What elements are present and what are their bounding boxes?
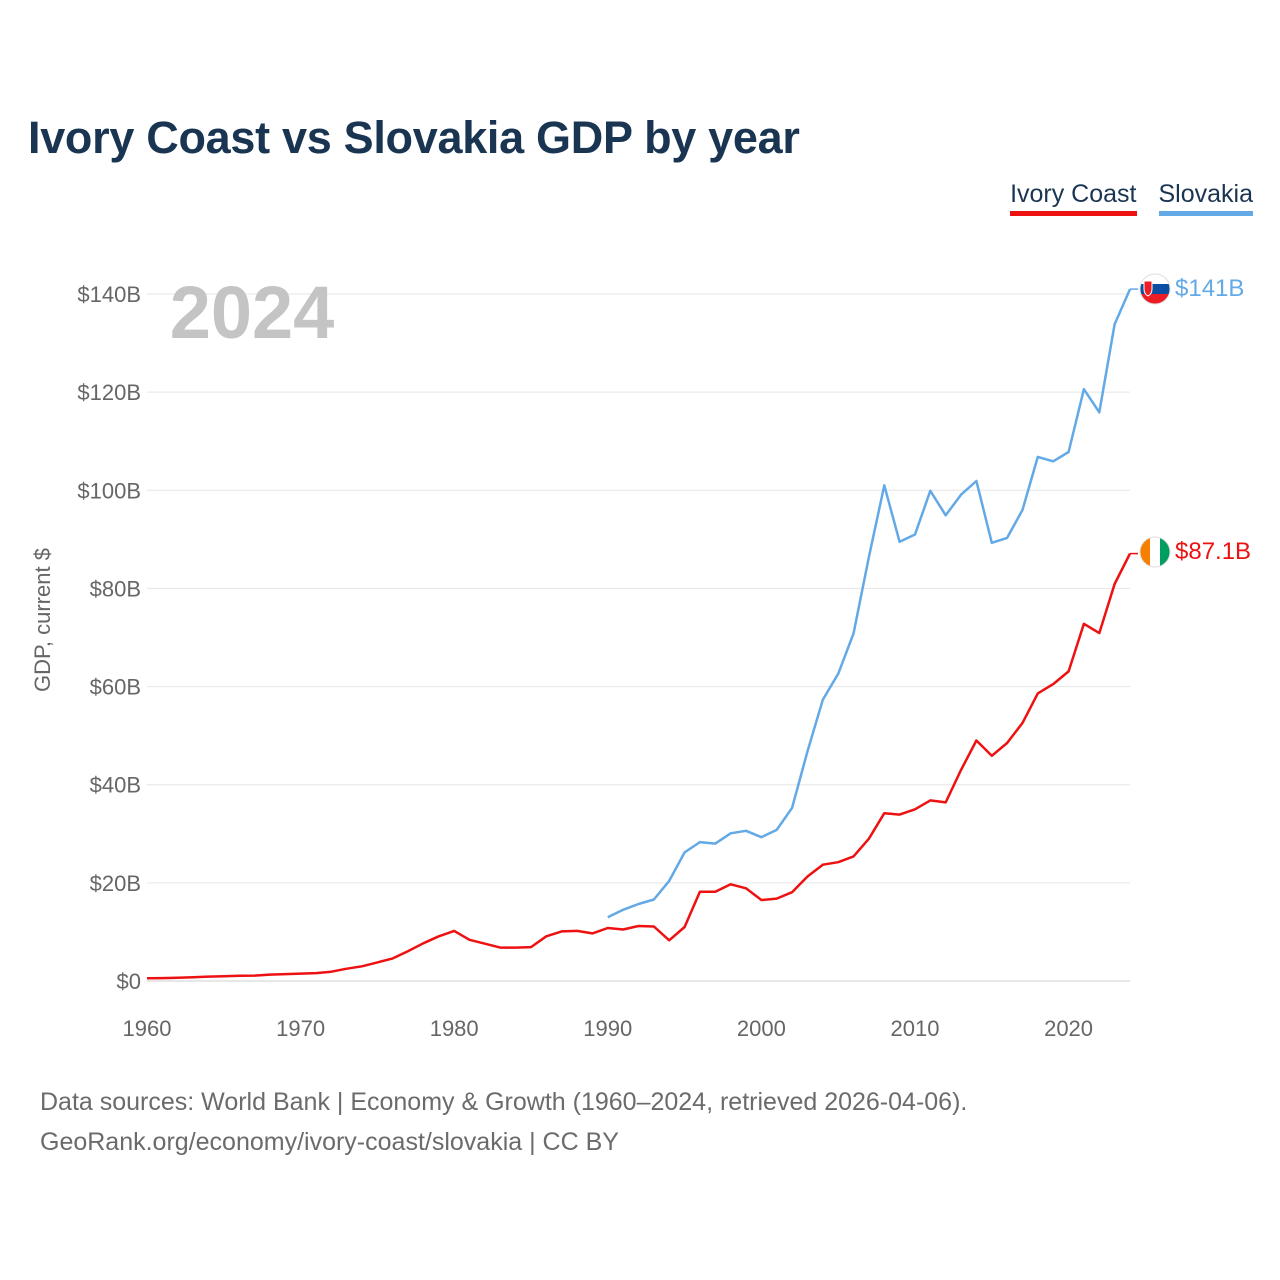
chart-title: Ivory Coast vs Slovakia GDP by year [28, 112, 800, 163]
legend: Ivory Coast Slovakia [1010, 180, 1253, 216]
y-tick-label: $20B [90, 871, 141, 896]
legend-item-slovakia[interactable]: Slovakia [1158, 180, 1253, 216]
footer: Data sources: World Bank | Economy & Gro… [40, 1082, 967, 1162]
footer-attribution[interactable]: GeoRank.org/economy/ivory-coast/slovakia… [40, 1128, 619, 1156]
y-tick-label: $100B [77, 478, 141, 503]
footer-sources: Data sources: World Bank | Economy & Gro… [40, 1088, 968, 1116]
y-tick-label: $60B [90, 675, 141, 700]
year-watermark: 2024 [170, 271, 335, 354]
x-tick-label: 2010 [890, 1016, 939, 1041]
x-tick-label: 2020 [1044, 1016, 1093, 1041]
y-axis-ticks: $0 $20B $40B $60B $80B $100B $120B $140B [77, 282, 141, 994]
y-tick-label: $80B [90, 576, 141, 601]
x-tick-label: 1960 [123, 1016, 172, 1041]
y-axis-label: GDP, current $ [30, 548, 55, 692]
ivory-coast-end-label: $87.1B [1175, 538, 1251, 565]
gridlines [147, 293, 1130, 982]
x-tick-label: 1980 [430, 1016, 479, 1041]
series-lines [146, 288, 1138, 980]
slovakia-end-label: $141B [1175, 275, 1244, 302]
x-tick-label: 1990 [583, 1016, 632, 1041]
y-tick-label: $140B [77, 282, 141, 307]
ivory-coast-flag-icon [1140, 537, 1170, 567]
y-tick-label: $40B [90, 773, 141, 798]
series-line-ivory-coast [146, 553, 1132, 980]
y-tick-label: $0 [117, 969, 141, 994]
legend-item-ivory-coast[interactable]: Ivory Coast [1010, 180, 1137, 216]
slovakia-flag-icon [1140, 274, 1170, 304]
x-tick-label: 1970 [276, 1016, 325, 1041]
y-tick-label: $120B [77, 380, 141, 405]
x-tick-label: 2000 [737, 1016, 786, 1041]
series-line-slovakia [607, 288, 1132, 919]
x-axis-ticks: 1960 1970 1980 1990 2000 2010 2020 [123, 1016, 1094, 1041]
